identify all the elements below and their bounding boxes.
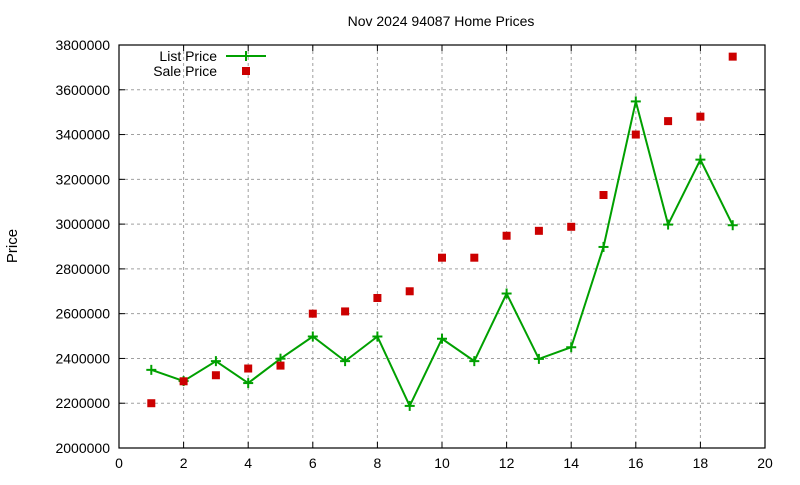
x-tick-label: 20 (757, 455, 773, 471)
square-marker (341, 307, 350, 316)
y-tick-label: 3400000 (55, 127, 110, 143)
chart-title: Nov 2024 94087 Home Prices (348, 13, 535, 29)
y-tick-label: 2600000 (55, 306, 110, 322)
y-tick-label: 2400000 (55, 350, 110, 366)
y-axis-ticks: 2000000 2200000 2400000 2600000 2800000 30000… (55, 37, 765, 456)
x-tick-label: 2 (180, 455, 188, 471)
square-marker (567, 222, 576, 231)
square-marker (405, 287, 414, 296)
x-tick-label: 18 (693, 455, 709, 471)
square-marker (242, 67, 250, 75)
square-marker (147, 399, 156, 408)
x-tick-label: 4 (244, 455, 252, 471)
square-marker (599, 191, 608, 200)
square-marker (276, 361, 285, 370)
square-marker (664, 117, 673, 126)
square-marker (308, 309, 317, 318)
square-marker (728, 52, 737, 61)
x-tick-label: 16 (628, 455, 644, 471)
x-tick-label: 0 (115, 455, 123, 471)
legend-label: Sale Price (153, 63, 217, 79)
grid-lines (119, 45, 765, 448)
square-marker (179, 377, 188, 386)
y-tick-label: 2000000 (55, 440, 110, 456)
y-tick-label: 3600000 (55, 82, 110, 98)
x-axis-ticks: 0 2 4 6 8 10 12 14 16 18 20 (115, 45, 773, 471)
square-marker (373, 293, 382, 302)
square-marker (502, 231, 511, 240)
series-sale-price (147, 52, 737, 408)
x-tick-label: 6 (309, 455, 317, 471)
square-marker (696, 112, 705, 121)
square-marker (534, 226, 543, 235)
x-tick-label: 10 (434, 455, 450, 471)
x-tick-label: 14 (563, 455, 579, 471)
y-tick-label: 2200000 (55, 395, 110, 411)
x-tick-label: 12 (499, 455, 515, 471)
y-tick-label: 3800000 (55, 37, 110, 53)
x-tick-label: 8 (374, 455, 382, 471)
y-axis-label: Price (4, 229, 21, 263)
square-marker (244, 364, 253, 373)
legend-label: List Price (159, 48, 217, 64)
square-marker (438, 253, 446, 262)
square-marker (211, 371, 220, 380)
series-layer (146, 52, 738, 411)
square-marker (631, 130, 640, 139)
plot-frame (118, 44, 766, 449)
square-marker (470, 253, 479, 262)
y-tick-label: 2800000 (55, 261, 110, 277)
y-tick-label: 3000000 (55, 216, 110, 232)
y-tick-label: 3200000 (55, 171, 110, 187)
